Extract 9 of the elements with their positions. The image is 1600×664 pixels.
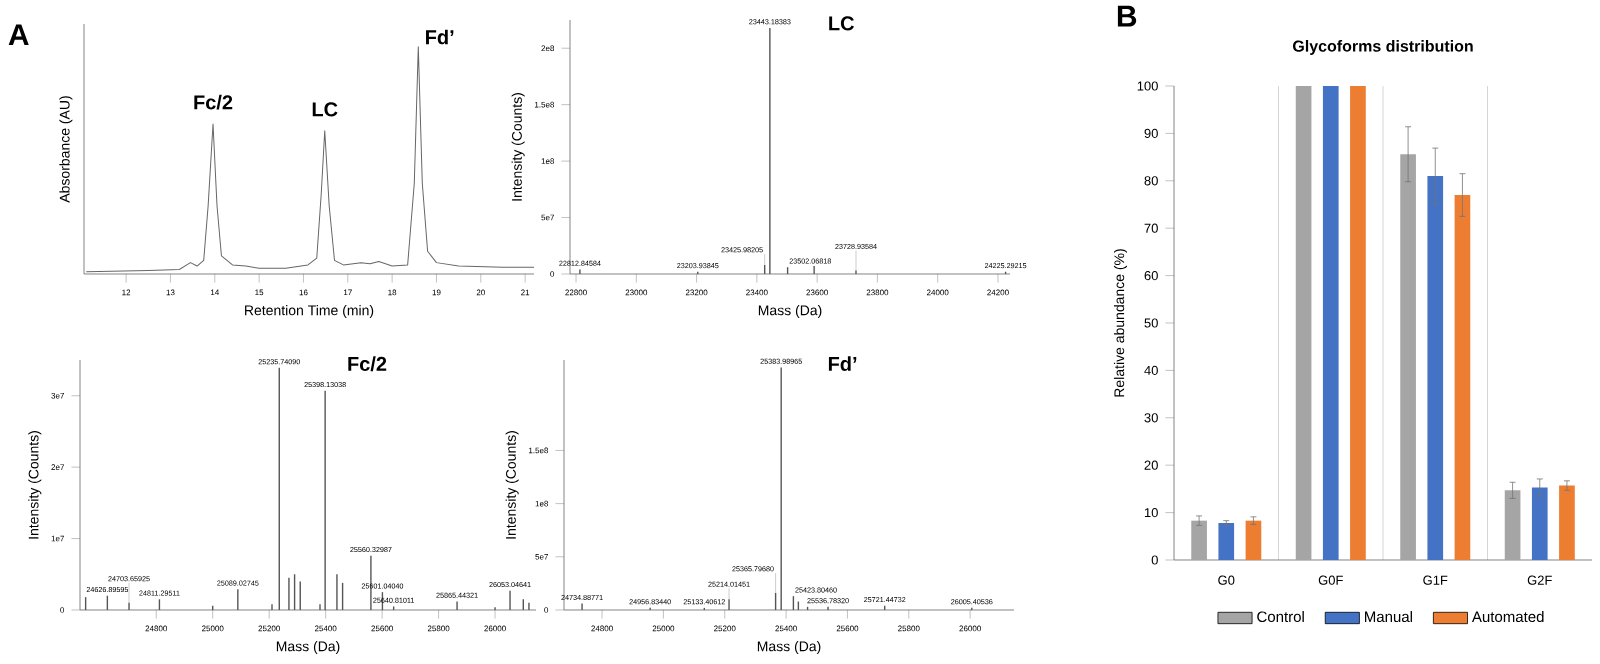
chart-title: Glycoforms distribution — [1293, 40, 1473, 55]
annotation: LC — [312, 102, 338, 117]
chart-title: Fc/2 — [348, 356, 387, 372]
text: B — [1117, 5, 1137, 27]
chart-title: LC — [829, 16, 854, 31]
text: A — [8, 24, 29, 46]
annotation: Fd’ — [426, 29, 454, 45]
chart-title: Fd’ — [828, 356, 857, 371]
annotation: Fc/2 — [194, 94, 233, 110]
